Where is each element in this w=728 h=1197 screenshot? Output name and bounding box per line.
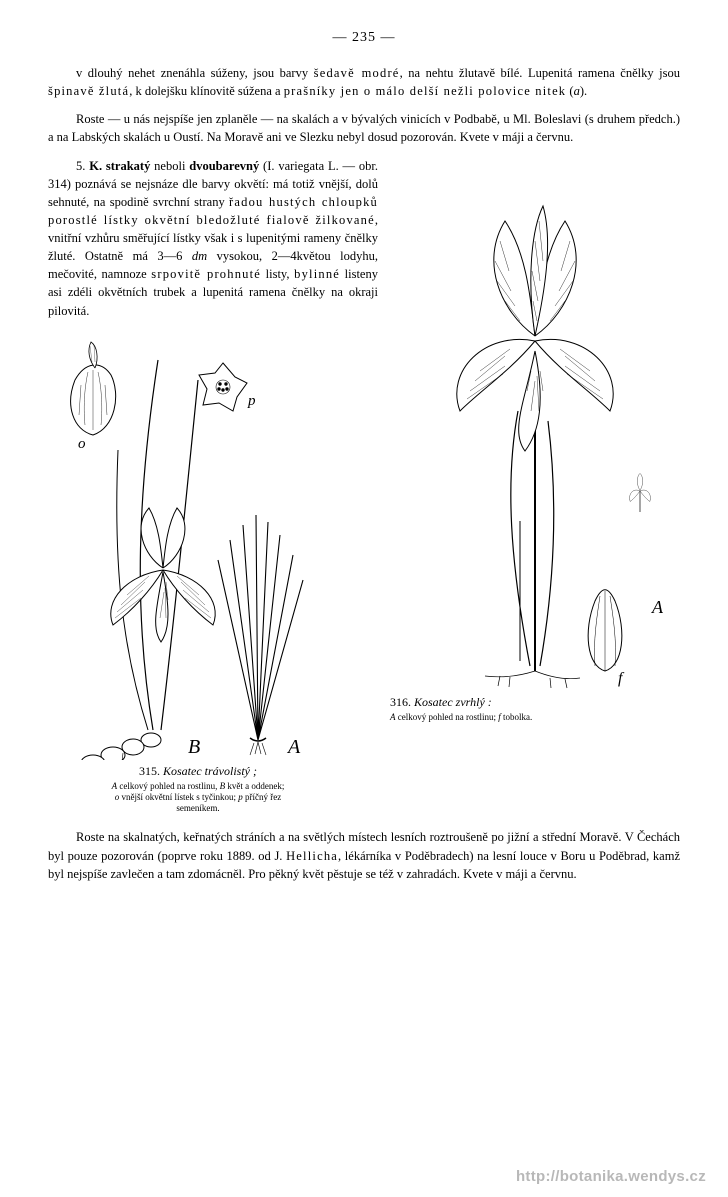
figure-316-float: A f 316. Kosatec zvrhlý : A celkový pohl… (390, 161, 680, 723)
figure-316-image: A f (390, 161, 680, 691)
label-o: o (78, 436, 86, 452)
document-page: — 235 — v dlouhý nehet znenáhla súženy, … (0, 0, 728, 1197)
figure-315: o p A B 315. Kosatec trávolistý ; A celk… (48, 330, 348, 815)
figure-315-caption: 315. Kosatec trávolistý ; (48, 764, 348, 779)
figure-316-caption: 316. Kosatec zvrhlý : (390, 695, 680, 710)
section-entry-5: A f 316. Kosatec zvrhlý : A celkový pohl… (48, 157, 680, 815)
page-number: — 235 — (48, 30, 680, 46)
figure-315-subcaption: A celkový pohled na rostlinu, B květ a o… (48, 781, 348, 815)
figure-315-image: o p A B (48, 330, 348, 760)
paragraph-1: v dlouhý nehet znenáhla súženy, jsou bar… (48, 64, 680, 100)
watermark-url: http://botanika.wendys.cz (516, 1168, 706, 1185)
paragraph-2: Roste — u nás nejspíše jen zplaněle — na… (48, 110, 680, 146)
figure-316-subcaption: A celkový pohled na rostlinu; f tobolka. (390, 712, 680, 723)
label-p: p (247, 393, 256, 409)
label-A2: A (286, 736, 301, 758)
label-A: A (651, 597, 664, 617)
label-f: f (618, 670, 625, 687)
label-B: B (188, 736, 200, 758)
paragraph-4: Roste na skalnatých, keřnatých stráních … (48, 828, 680, 882)
